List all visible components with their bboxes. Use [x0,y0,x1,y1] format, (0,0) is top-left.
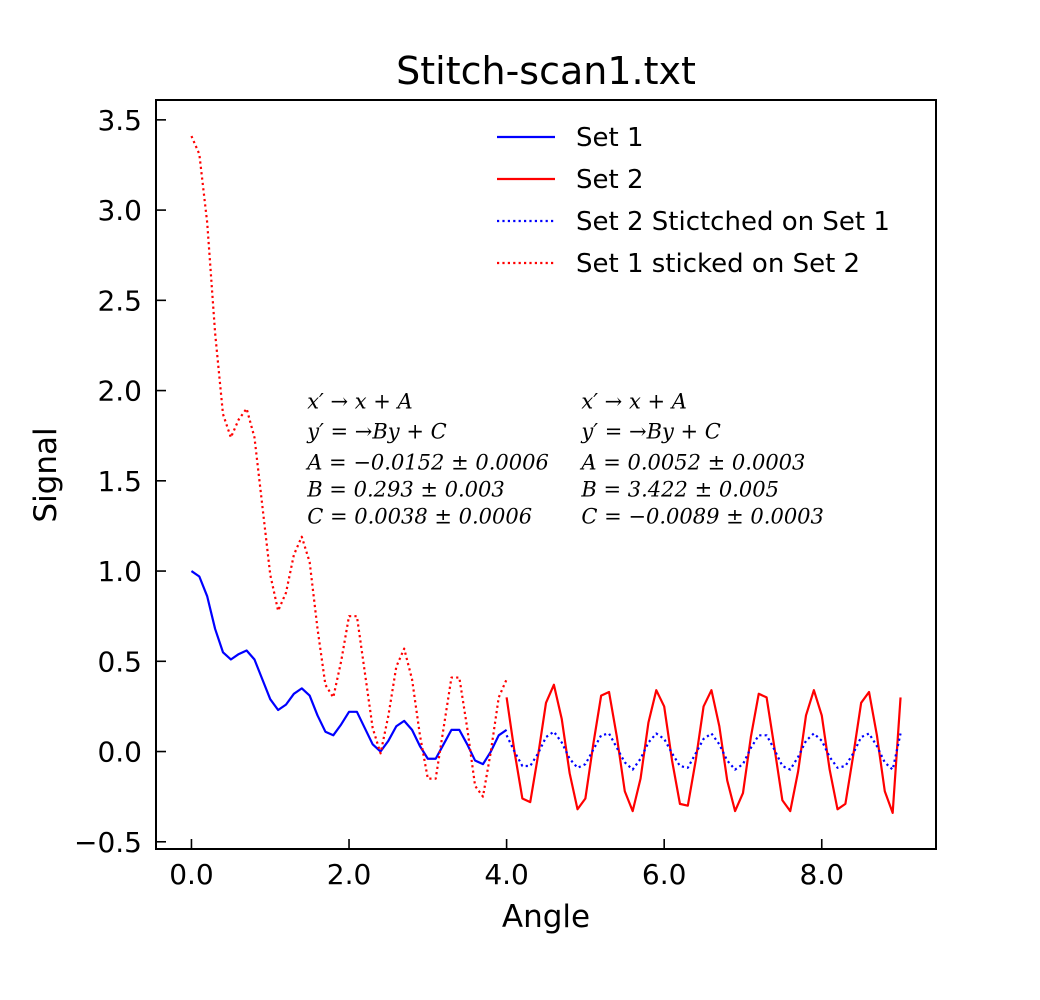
annotation-line: x′ → x + A [307,390,413,414]
y-tick-label: 2.0 [97,375,142,408]
y-tick-label: 3.5 [97,104,142,137]
x-tick-label: 0.0 [169,858,214,891]
annotation-line: B = 0.293 ± 0.003 [306,478,505,502]
annotation-line: y′ = →By + C [580,420,720,444]
series-line-3 [505,730,902,771]
chart-title: Stitch-scan1.txt [396,49,696,93]
annotation-line: A = −0.0152 ± 0.0006 [305,451,549,475]
annotation-line: C = 0.0038 ± 0.0006 [307,505,532,529]
annotation-line: C = −0.0089 ± 0.0003 [581,505,824,529]
annotation-line: B = 3.422 ± 0.005 [580,478,779,502]
series-line-4 [190,135,508,798]
x-tick-label: 6.0 [642,858,687,891]
legend: Set 1 Set 2 Set 2 Stictched on Set 1 Set 1 … [497,123,890,279]
legend-label: Set 1 sticked on Set 2 [576,249,860,279]
legend-label: Set 1 [576,123,644,153]
y-tick-label: 0.5 [97,645,142,678]
annotation-line: y′ = →By + C [306,420,446,444]
series-layer [190,135,902,815]
y-tick-label: −0.5 [74,826,142,859]
x-tick-label: 2.0 [327,858,372,891]
legend-label: Set 2 [576,165,644,195]
series-line-1 [190,570,508,766]
y-axis-label: Signal [28,427,64,522]
plot-area [155,99,937,850]
series-line-2 [505,683,902,815]
x-axis: 0.0 2.0 4.0 6.0 8.0 [169,839,844,891]
y-tick-label: 0.0 [97,736,142,769]
x-tick-label: 8.0 [799,858,844,891]
y-tick-label: 3.0 [97,194,142,227]
fit-annotations: x′ → x + A y′ = →By + C A = −0.0152 ± 0.00… [305,390,824,529]
y-tick-label: 2.5 [97,284,142,317]
annotation-line: x′ → x + A [581,390,687,414]
annotation-line: A = 0.0052 ± 0.0003 [579,451,805,475]
y-tick-label: 1.5 [97,465,142,498]
plot-frame [155,99,937,850]
legend-label: Set 2 Stictched on Set 1 [576,207,890,237]
x-tick-label: 4.0 [484,858,529,891]
x-axis-label: Angle [502,899,590,935]
y-axis: −0.5 0.0 0.5 1.0 1.5 2.0 2.5 3.0 3.5 [74,104,166,859]
y-tick-label: 1.0 [97,555,142,588]
